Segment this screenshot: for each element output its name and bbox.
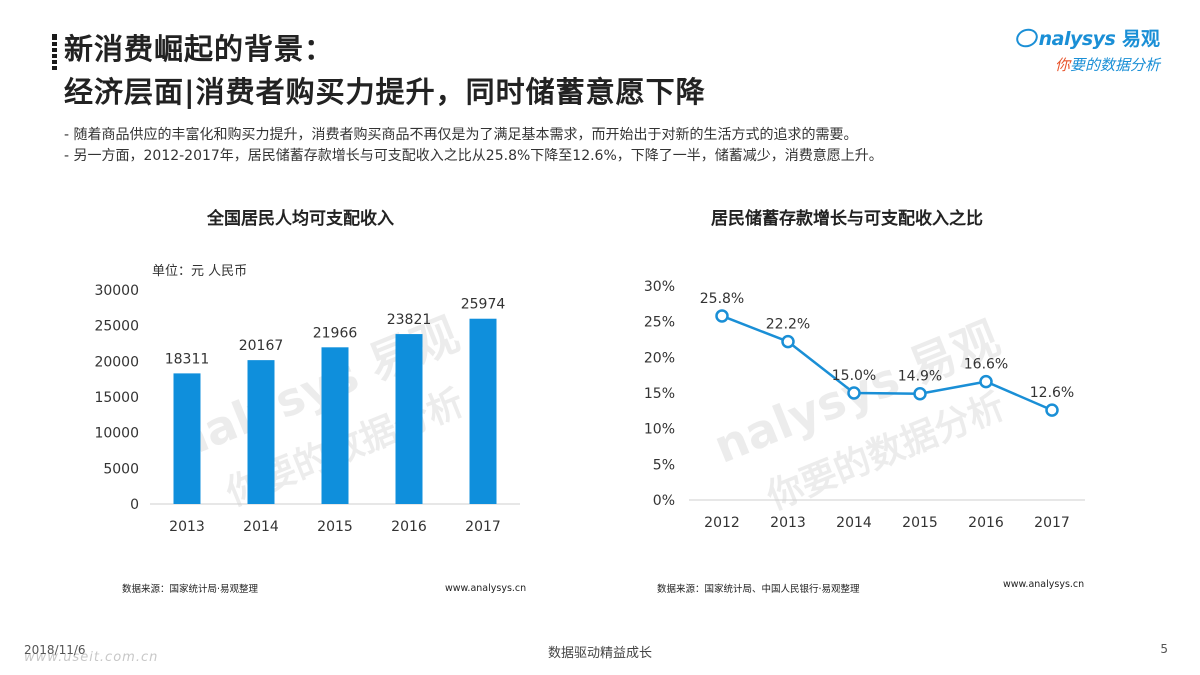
logo-tagline: 你要的数据分析 <box>1055 54 1160 75</box>
point-data-label: 22.2% <box>766 317 810 333</box>
logo-brand-en: nalysys <box>1038 28 1116 50</box>
bar-data-label: 25974 <box>461 297 506 313</box>
bar-chart-title: 全国居民人均可支配收入 <box>207 209 394 229</box>
x-tick-label: 2017 <box>465 519 501 535</box>
y-tick-label: 5% <box>653 457 675 473</box>
bar-data-label: 20167 <box>239 338 284 354</box>
page-title-line2: 经济层面|消费者购买力提升，同时储蓄意愿下降 <box>64 75 706 109</box>
analysys-logo: nalysys 易观 你要的数据分析 <box>1000 22 1160 82</box>
logo-tagline-rest: 要的数据分析 <box>1069 56 1160 74</box>
bar <box>321 347 349 504</box>
line-chart-source: 数据来源：国家统计局、中国人民银行·易观整理 <box>657 584 860 595</box>
bar-chart-unit: 单位：元 人民币 <box>152 264 248 279</box>
page-title-line1: 新消费崛起的背景： <box>64 32 335 66</box>
series-line <box>721 314 1053 412</box>
line-point <box>979 374 993 389</box>
footer-site-watermark: www.useit.com.cn <box>24 650 159 665</box>
y-tick-label: 20% <box>644 350 675 366</box>
page-number: 5 <box>1160 642 1168 656</box>
line-chart: 0% 5% 10% 15% 20% 25% 30% 25.8% 2012 22.2% 2013 15.… <box>644 279 1085 531</box>
logo-tagline-highlight: 你 <box>1054 56 1070 74</box>
bar <box>395 334 423 504</box>
y-tick-label: 20000 <box>94 354 139 370</box>
line-point <box>1045 403 1059 417</box>
y-tick-label: 10% <box>644 422 675 438</box>
bar <box>173 373 201 504</box>
y-tick-label: 30000 <box>94 283 139 299</box>
bar-chart-source: 数据来源：国家统计局·易观整理 <box>122 584 259 595</box>
bar <box>469 318 497 504</box>
bullet-list: - 随着商品供应的丰富化和购买力提升，消费者购买商品不再仅是为了满足基本需求，而… <box>64 125 883 167</box>
bullet-item: - 另一方面，2012-2017年，居民储蓄存款增长与可支配收入之比从25.8%… <box>64 148 883 164</box>
x-tick-label: 2014 <box>836 515 872 531</box>
bar-data-label: 18311 <box>165 351 210 367</box>
bar-data-label: 23821 <box>387 312 432 328</box>
y-tick-label: 15000 <box>94 390 139 406</box>
x-tick-label: 2016 <box>391 519 427 535</box>
x-tick-label: 2013 <box>169 519 205 535</box>
x-tick-label: 2015 <box>902 515 938 531</box>
y-tick-label: 25% <box>644 315 675 331</box>
bar-chart: 0 5000 10000 15000 20000 25000 30000 18311 2013 2… <box>94 283 520 535</box>
page-title: 新消费崛起的背景： 经济层面|消费者购买力提升，同时储蓄意愿下降 <box>64 28 706 114</box>
x-tick-label: 2015 <box>317 519 353 535</box>
y-tick-label: 30% <box>644 279 675 295</box>
title-accent-dots <box>52 40 57 72</box>
footer-date: 2018/11/6 <box>24 643 86 657</box>
point-data-label: 15.0% <box>832 368 876 384</box>
y-tick-label: 0 <box>130 497 139 513</box>
line-point <box>715 309 729 323</box>
point-data-label: 14.9% <box>898 369 942 385</box>
point-data-label: 16.6% <box>964 357 1008 373</box>
x-tick-label: 2014 <box>243 519 279 535</box>
line-point <box>847 386 861 400</box>
logo-brand-cn: 易观 <box>1121 28 1160 50</box>
line-chart-title: 居民储蓄存款增长与可支配收入之比 <box>711 209 983 229</box>
x-tick-label: 2013 <box>770 515 806 531</box>
point-data-label: 12.6% <box>1030 385 1074 401</box>
line-chart-url[interactable]: www.analysys.cn <box>1003 579 1085 590</box>
y-tick-label: 15% <box>644 386 675 402</box>
watermark-right: nalysys 易观 你要的数据分析 <box>706 311 1010 519</box>
line-point <box>913 386 927 401</box>
y-tick-label: 5000 <box>103 461 139 477</box>
line-point <box>781 334 795 349</box>
x-tick-label: 2016 <box>968 515 1004 531</box>
y-tick-label: 10000 <box>94 426 139 442</box>
point-data-label: 25.8% <box>700 291 744 307</box>
footer-slogan: 数据驱动精益成长 <box>547 646 652 661</box>
x-tick-label: 2012 <box>704 515 740 531</box>
bar-data-label: 21966 <box>313 325 358 341</box>
y-tick-label: 0% <box>653 493 675 509</box>
y-tick-label: 25000 <box>94 319 139 335</box>
bar <box>247 360 275 504</box>
logo-brand: nalysys 易观 <box>1013 24 1160 51</box>
bullet-item: - 随着商品供应的丰富化和购买力提升，消费者购买商品不再仅是为了满足基本需求，而… <box>64 127 858 143</box>
x-tick-label: 2017 <box>1034 515 1070 531</box>
bar-chart-url[interactable]: www.analysys.cn <box>445 583 527 594</box>
